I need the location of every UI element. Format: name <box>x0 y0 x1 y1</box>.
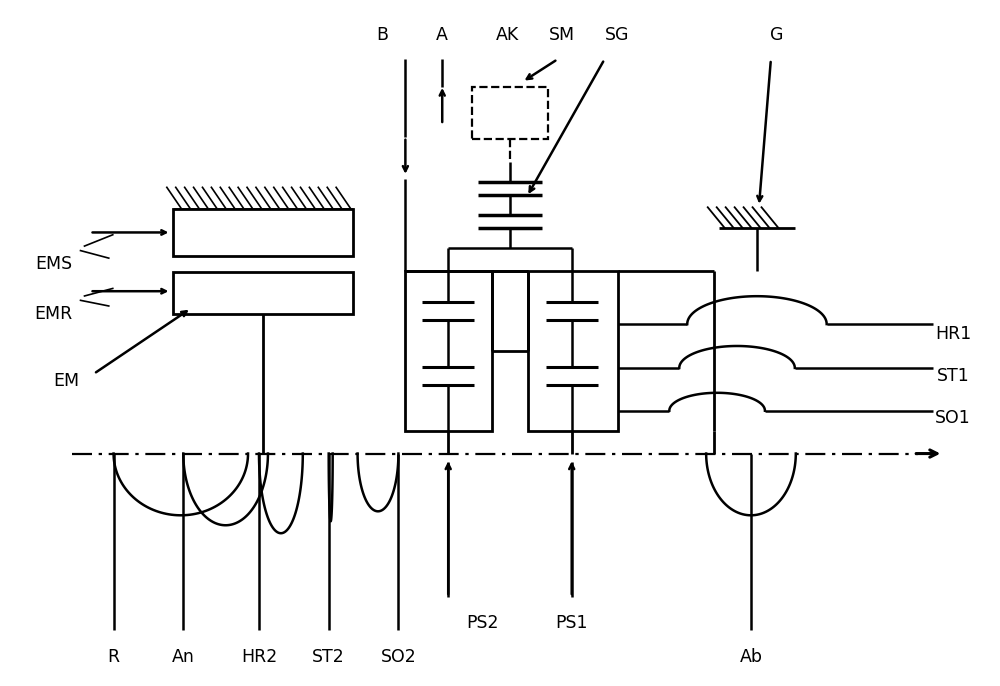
Text: An: An <box>172 648 195 665</box>
Text: HR2: HR2 <box>241 648 277 665</box>
Text: SM: SM <box>549 26 575 45</box>
Text: B: B <box>376 26 388 45</box>
Text: SO1: SO1 <box>935 409 971 427</box>
Bar <box>173 209 353 257</box>
Text: EMS: EMS <box>35 255 72 273</box>
Text: PS1: PS1 <box>555 614 588 632</box>
Bar <box>528 271 618 431</box>
Text: AK: AK <box>496 26 520 45</box>
Text: SG: SG <box>605 26 630 45</box>
Text: PS2: PS2 <box>466 614 498 632</box>
Text: ST2: ST2 <box>312 648 345 665</box>
Text: SO2: SO2 <box>381 648 416 665</box>
Text: Ab: Ab <box>739 648 762 665</box>
Text: G: G <box>770 26 784 45</box>
Text: HR1: HR1 <box>935 325 971 343</box>
Text: R: R <box>108 648 120 665</box>
Bar <box>472 87 548 139</box>
Text: EM: EM <box>54 372 80 390</box>
Text: EMR: EMR <box>35 305 73 323</box>
Text: A: A <box>436 26 448 45</box>
Text: ST1: ST1 <box>937 367 970 385</box>
Bar <box>405 271 492 431</box>
Bar <box>173 272 353 314</box>
